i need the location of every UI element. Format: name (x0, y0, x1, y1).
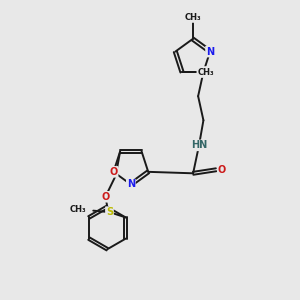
Text: S: S (106, 207, 113, 217)
Text: N: N (127, 179, 135, 190)
Text: HN: HN (191, 140, 207, 150)
Text: CH₃: CH₃ (184, 13, 201, 22)
Text: O: O (218, 165, 226, 175)
Text: O: O (110, 167, 118, 177)
Text: N: N (206, 46, 214, 57)
Text: N: N (200, 67, 208, 77)
Text: CH₃: CH₃ (69, 205, 86, 214)
Text: O: O (101, 192, 110, 202)
Text: CH₃: CH₃ (197, 68, 214, 76)
